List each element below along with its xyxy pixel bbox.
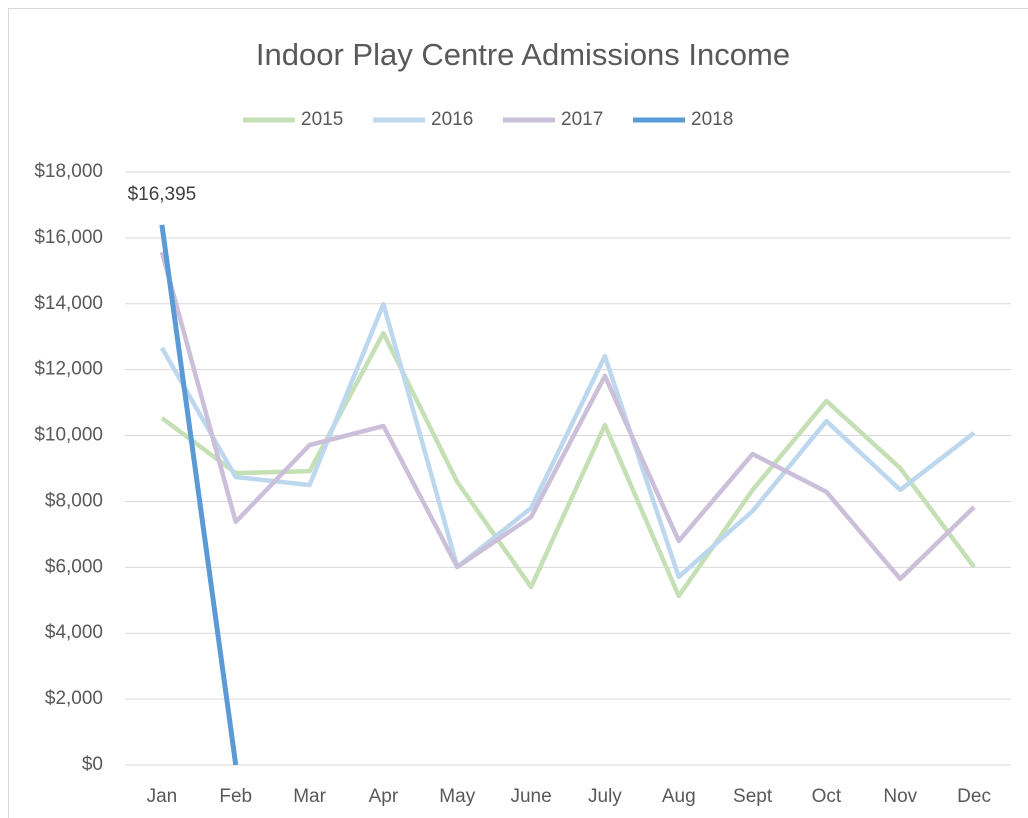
legend-label: 2015 xyxy=(301,109,343,130)
x-tick-label: Oct xyxy=(812,786,842,807)
x-tick-label: Jan xyxy=(147,786,178,807)
series-line xyxy=(159,224,239,766)
y-tick-label: $8,000 xyxy=(45,490,103,511)
y-tick-label: $6,000 xyxy=(45,556,103,577)
legend-label: 2016 xyxy=(431,109,473,130)
y-tick-label: $12,000 xyxy=(34,359,103,380)
data-label: $16,395 xyxy=(128,184,197,205)
series-line xyxy=(160,330,976,599)
y-tick-label: $14,000 xyxy=(34,293,103,314)
x-tick-label: June xyxy=(510,786,551,807)
series-line xyxy=(159,301,976,580)
y-tick-label: $4,000 xyxy=(45,622,103,643)
x-tick-label: July xyxy=(588,786,622,807)
x-tick-label: Dec xyxy=(957,786,991,807)
x-tick-label: Feb xyxy=(219,786,252,807)
legend-label: 2018 xyxy=(691,109,733,130)
x-tick-label: Sept xyxy=(733,786,773,807)
legend-label: 2017 xyxy=(561,109,603,130)
x-tick-label: Nov xyxy=(883,786,917,807)
y-tick-label: $16,000 xyxy=(34,227,103,248)
x-tick-label: Apr xyxy=(369,786,399,807)
chart-frame xyxy=(8,8,1028,818)
y-tick-label: $2,000 xyxy=(45,688,103,709)
y-tick-label: $18,000 xyxy=(34,161,103,182)
x-tick-label: May xyxy=(439,786,475,807)
y-tick-label: $10,000 xyxy=(34,425,103,446)
x-tick-label: Mar xyxy=(293,786,326,807)
chart-title: Indoor Play Centre Admissions Income xyxy=(256,37,790,72)
series-line xyxy=(159,251,976,582)
x-tick-label: Aug xyxy=(662,786,696,807)
y-tick-label: $0 xyxy=(82,754,103,775)
